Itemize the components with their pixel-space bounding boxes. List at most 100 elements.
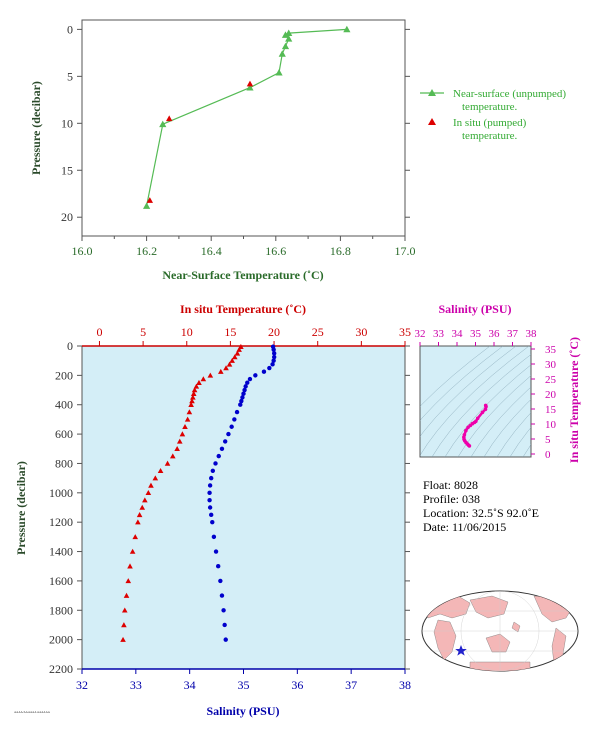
salinity-tick-label: 33	[130, 678, 142, 692]
salinity-tick-label: 37	[345, 678, 357, 692]
salinity-point	[209, 475, 214, 481]
salinity-point	[222, 622, 227, 628]
x-tick-label: 17.0	[395, 244, 416, 258]
pressure-tick-label: 400	[55, 398, 73, 412]
ts-point	[483, 403, 488, 408]
salinity-point	[210, 519, 215, 525]
temperature-x-ticks: 0 5 10 15 20 25 30 35	[96, 325, 411, 346]
salinity-tick-label: 38	[399, 678, 411, 692]
ts-x-tick-label: 34	[452, 328, 464, 340]
salinity-point	[226, 431, 231, 437]
profile-series	[120, 343, 277, 642]
temperature-point	[132, 534, 139, 540]
temperature-point	[189, 398, 195, 404]
salinity-point	[207, 505, 213, 510]
salinity-point	[271, 354, 277, 360]
temperature-point	[121, 607, 128, 613]
salinity-tick-label: 32	[76, 678, 88, 692]
salinity-point	[270, 362, 275, 367]
temperature-x-label: In situ Temperature (˚C)	[180, 302, 306, 316]
salinity-point	[242, 387, 247, 393]
salinity-x-ticks: 32 33 34 35 36 37 38	[76, 669, 411, 692]
temperature-point	[207, 372, 214, 378]
temp-tick-label: 10	[181, 325, 193, 339]
ts-y-tick-label: 35	[545, 344, 557, 356]
y-tick-label: 5	[67, 69, 73, 83]
salinity-point	[213, 549, 219, 554]
salinity-point	[253, 373, 258, 378]
temperature-point	[125, 578, 132, 584]
salinity-point	[240, 395, 245, 400]
info-float: Float: 8028	[423, 478, 478, 492]
salinity-point	[261, 369, 267, 374]
near-surface-x-label: Near-Surface Temperature (˚C)	[162, 268, 323, 282]
pressure-tick-label: 1000	[49, 486, 73, 500]
temperature-point	[142, 497, 148, 503]
temperature-point	[234, 350, 241, 356]
salinity-point	[223, 637, 228, 642]
temperature-point	[174, 445, 180, 452]
profile-chart: 0 5 10 15 20 25 30 35 32 33 34 35 36 37 38 0 200 400 600…	[14, 302, 411, 718]
profile-y-label: Pressure (decibar)	[14, 461, 28, 555]
pressure-y-ticks: 0 200 400 600 800 1000 1200 1400 1600 1800 2000 220…	[49, 339, 410, 676]
ts-y-tick-label: 20	[545, 389, 557, 401]
ts-x-tick-label: 37	[507, 328, 519, 340]
salinity-point	[234, 409, 240, 415]
density-contour	[420, 346, 491, 407]
pressure-tick-label: 200	[55, 368, 73, 382]
density-contour	[470, 386, 531, 457]
temperature-point	[191, 387, 198, 393]
x-tick-label: 16.6	[265, 244, 286, 258]
salinity-point	[239, 398, 244, 404]
temperature-point	[196, 379, 202, 385]
temperature-point	[218, 368, 224, 374]
location-map	[421, 590, 579, 672]
near-surface-chart: 16.0 16.2 16.4 16.6 16.8 17.0 0 5 10 15 20 Near-S…	[29, 19, 566, 282]
density-contour	[420, 346, 517, 437]
ts-plot-area	[419, 345, 532, 458]
salinity-point	[229, 424, 234, 429]
ts-x-tick-label: 38	[526, 328, 538, 340]
temperature-point	[200, 376, 207, 382]
temperature-point	[190, 394, 196, 400]
pressure-tick-label: 1600	[49, 574, 73, 588]
salinity-point	[221, 608, 226, 613]
pressure-tick-label: 2000	[49, 633, 73, 647]
y-tick-label: 10	[61, 116, 73, 130]
ts-y-tick-label: 30	[545, 359, 557, 371]
float-location-star	[455, 645, 467, 656]
salinity-point	[222, 439, 228, 444]
density-contour	[522, 444, 531, 457]
pressure-tick-label: 600	[55, 427, 73, 441]
temperature-point	[226, 361, 233, 367]
temperature-point	[157, 467, 164, 474]
temperature-point	[231, 354, 238, 360]
y-tick-label: 0	[67, 22, 73, 36]
legend-pumped-line2: temperature.	[462, 130, 518, 142]
temperature-point	[236, 346, 242, 352]
temperature-point	[152, 475, 159, 481]
legend-pumped-line1: In situ (pumped)	[453, 117, 527, 129]
float-info: Float: 8028 Profile: 038 Location: 32.5˚…	[423, 478, 539, 534]
ts-y-ticks: 0 5 10 15 20 25 30 35	[531, 344, 557, 461]
temperature-point	[193, 383, 200, 389]
ts-point	[480, 410, 485, 415]
salinity-point	[219, 446, 225, 451]
x-tick-label: 16.4	[201, 244, 222, 258]
ts-point	[483, 407, 488, 412]
salinity-point	[209, 512, 214, 518]
legend-unpumped-line1: Near-surface (unpumped)	[453, 88, 566, 100]
temp-tick-label: 0	[96, 325, 102, 339]
ts-point	[462, 433, 467, 437]
pumped-point	[166, 115, 173, 122]
temperature-point	[127, 563, 133, 569]
pressure-tick-label: 2200	[49, 662, 73, 676]
x-tick-label: 16.0	[72, 244, 93, 258]
unpumped-point	[343, 25, 351, 33]
ts-x-ticks: 32 33 34 35 36 37 38	[415, 328, 538, 346]
temp-tick-label: 30	[355, 325, 367, 339]
density-contour	[496, 412, 531, 457]
unpumped-point	[275, 68, 283, 76]
temperature-point	[169, 453, 176, 459]
